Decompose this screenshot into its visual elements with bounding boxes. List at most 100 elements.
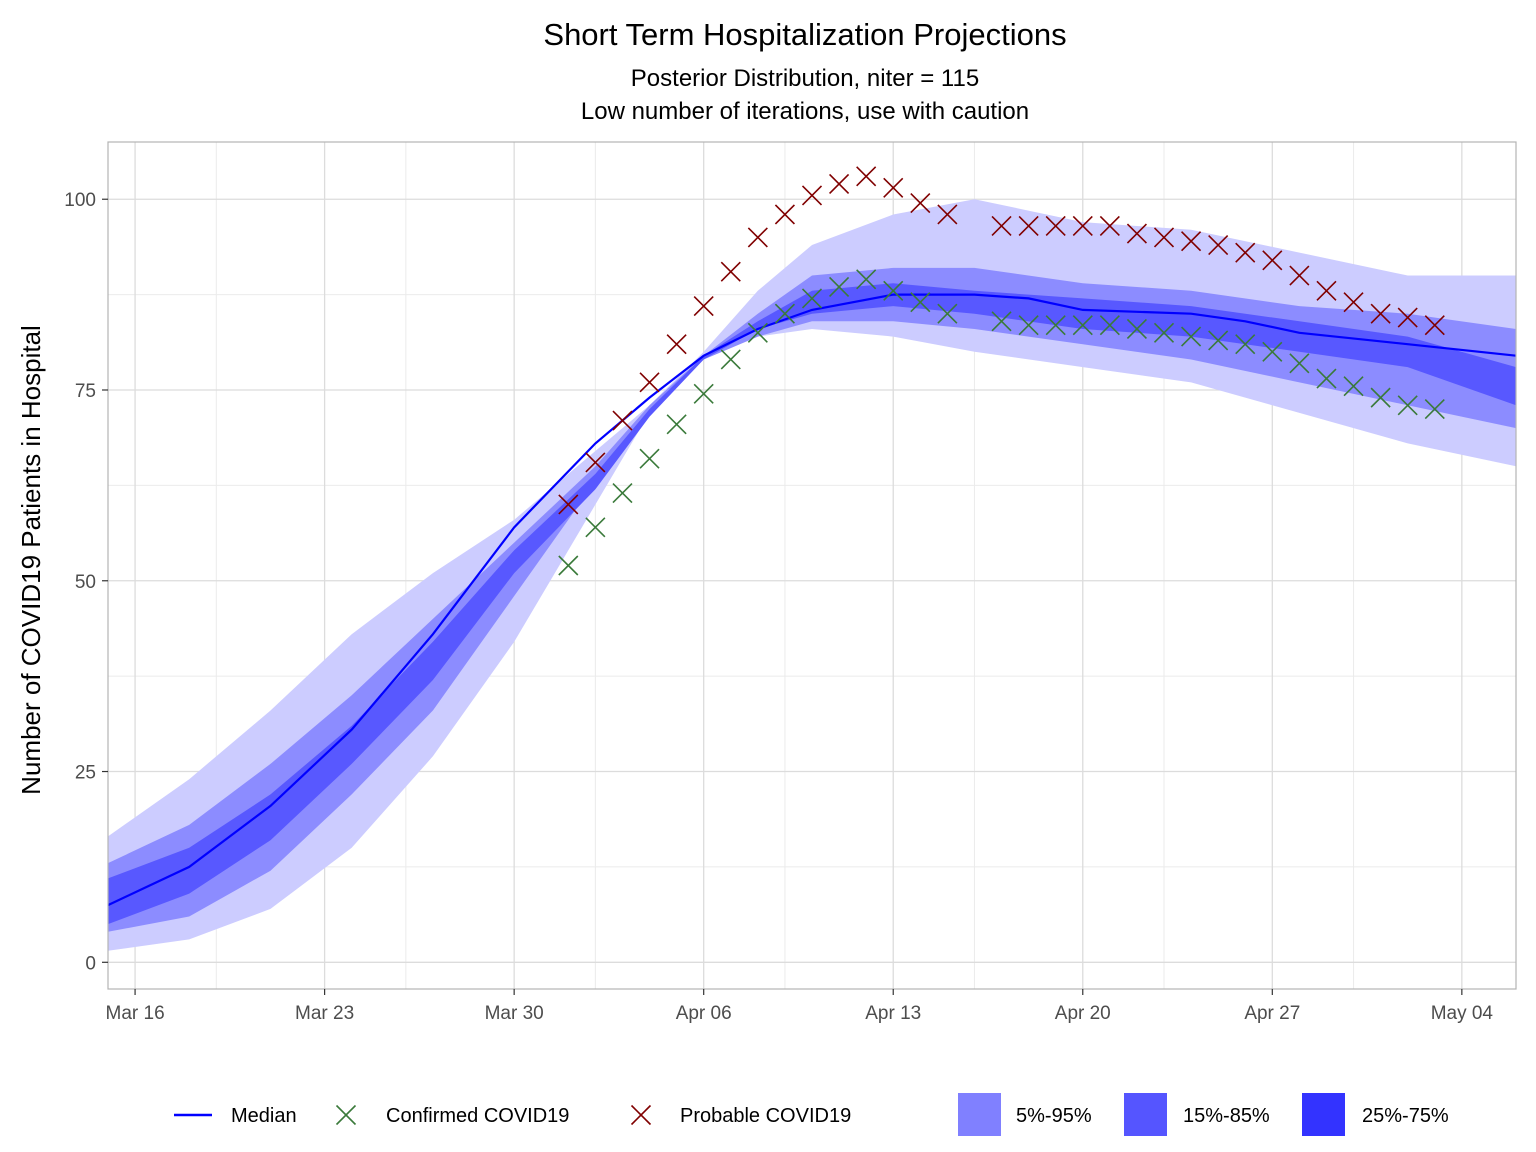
legend-confirmed-key	[335, 1104, 357, 1126]
cross-stroke	[1262, 341, 1283, 362]
probable-point	[829, 173, 850, 195]
cross-stroke	[801, 288, 823, 309]
confirmed-point	[1289, 353, 1310, 374]
probable-point	[910, 192, 931, 214]
legend-25-75-key	[1302, 1093, 1345, 1136]
confirmed-point	[1208, 330, 1229, 351]
cross-stroke	[1235, 334, 1256, 355]
y-tick-label: 25	[75, 763, 96, 784]
cross-stroke	[1018, 315, 1039, 336]
confirmed-point	[747, 322, 768, 343]
confirmed-point	[1126, 318, 1147, 340]
confirmed-point	[801, 288, 823, 309]
cross-stroke	[1099, 315, 1120, 336]
panel-border	[107, 141, 1517, 990]
cross-stroke	[856, 269, 877, 290]
confirmed-point	[1018, 315, 1039, 336]
confirmed-point	[937, 303, 958, 324]
legend-25-75-label: 25%-75%	[1362, 1105, 1449, 1127]
probable-point	[1099, 215, 1120, 237]
cross-stroke	[1424, 399, 1445, 420]
confirmed-point	[1072, 315, 1093, 336]
confirmed-point	[1181, 326, 1202, 347]
legend: Median Confirmed COVID19 Probable COVID19 5…	[174, 1093, 1449, 1136]
x-tick-label: Apr 20	[1055, 1003, 1111, 1024]
confirmed-point	[1099, 315, 1120, 336]
confirmed-point	[1045, 315, 1066, 336]
probable-point	[558, 494, 579, 515]
confirmed-point	[1424, 399, 1445, 420]
cross-stroke	[829, 276, 850, 298]
cross-stroke	[1343, 376, 1364, 397]
cross-stroke	[1126, 223, 1147, 244]
cross-stroke	[829, 173, 850, 195]
probable-point	[991, 215, 1012, 237]
probable-point	[1181, 231, 1202, 252]
cross-stroke	[1099, 215, 1120, 237]
cross-stroke	[1072, 215, 1093, 237]
probable-point	[747, 227, 768, 248]
probable-point	[720, 261, 741, 282]
x-tick-label: Mar 16	[106, 1003, 165, 1024]
probable-point	[612, 410, 633, 431]
x-tick-label: Mar 23	[295, 1003, 354, 1024]
probable-point	[1045, 215, 1066, 237]
cross-stroke	[693, 295, 714, 317]
confirmed-point	[856, 269, 877, 290]
confirmed-point	[1370, 387, 1391, 408]
cross-stroke	[1208, 234, 1229, 256]
cross-stroke	[558, 555, 579, 576]
confirmed-point	[693, 383, 714, 404]
cross-stroke	[937, 303, 958, 324]
chart-subtitle-line-2: Low number of iterations, use with cauti…	[581, 98, 1029, 125]
probable-point	[1370, 303, 1391, 324]
legend-median-label: Median	[231, 1105, 297, 1127]
confirmed-point	[639, 448, 660, 469]
median-line-group	[107, 293, 1517, 907]
y-tick-label: 50	[75, 572, 96, 593]
confirmed-point	[558, 555, 579, 576]
confirmed-point	[883, 280, 904, 301]
cross-stroke	[1208, 330, 1229, 351]
cross-stroke	[774, 204, 795, 225]
cross-stroke	[693, 383, 714, 404]
cross-stroke	[639, 372, 660, 393]
probable-point	[1208, 234, 1229, 256]
cross-stroke	[991, 311, 1012, 332]
probable-point	[1235, 242, 1256, 263]
x-tick-label: May 04	[1431, 1003, 1494, 1024]
y-tick-label: 0	[85, 953, 96, 974]
x-tick-label: Apr 06	[676, 1003, 732, 1024]
confirmed-point	[1262, 341, 1283, 362]
y-tick-label: 75	[75, 381, 96, 402]
cross-stroke	[1045, 215, 1066, 237]
legend-confirmed-label: Confirmed COVID19	[386, 1105, 569, 1127]
probable-point	[883, 177, 904, 198]
cross-stroke	[666, 334, 687, 355]
cross-stroke	[801, 185, 823, 206]
confirmed-point	[774, 303, 795, 324]
cross-stroke	[558, 494, 579, 515]
cross-stroke	[630, 1104, 652, 1126]
y-tick-label: 100	[64, 190, 96, 211]
probable-point	[693, 295, 714, 317]
cross-stroke	[774, 303, 795, 324]
probable-point	[1018, 215, 1039, 237]
cross-stroke	[747, 227, 768, 248]
observed-points	[558, 166, 1445, 576]
cross-stroke	[1126, 318, 1147, 340]
cross-stroke	[1343, 292, 1364, 313]
confirmed-point	[720, 349, 741, 370]
cross-stroke	[883, 177, 904, 198]
cross-stroke	[910, 292, 931, 313]
chart-subtitle-line-1: Posterior Distribution, niter = 115	[631, 65, 979, 92]
cross-stroke	[1370, 387, 1391, 408]
probable-point	[666, 334, 687, 355]
y-axis: 0 25 50 75 100	[64, 190, 108, 974]
cross-stroke	[612, 482, 633, 504]
confirmed-point	[1343, 376, 1364, 397]
cross-stroke	[1289, 353, 1310, 374]
probable-point	[1262, 250, 1283, 271]
legend-probable-label: Probable COVID19	[680, 1105, 851, 1127]
cross-stroke	[1316, 368, 1337, 389]
